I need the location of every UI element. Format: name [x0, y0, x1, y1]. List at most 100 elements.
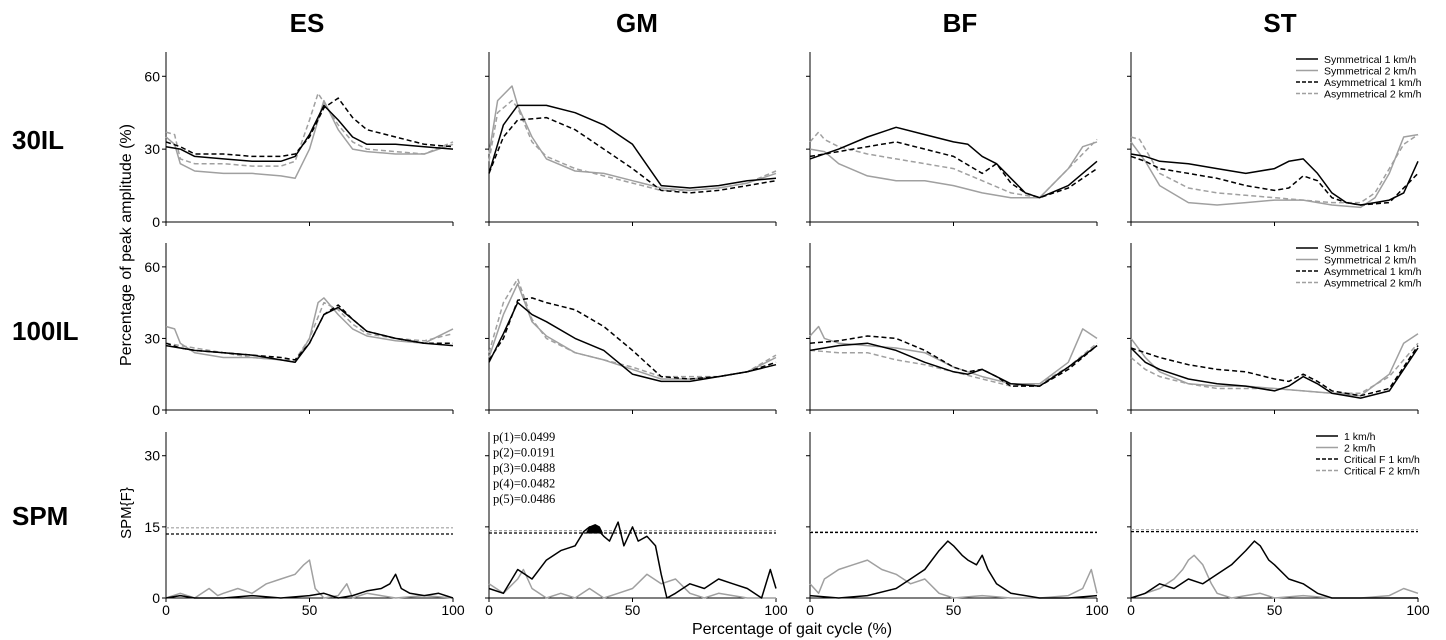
series-symmetrical-1-km-h — [488, 104, 777, 189]
panel-spm-es: 0 15 30 0 50 100 — [144, 432, 465, 618]
p-value-label: p(4)=0.0482 — [493, 477, 555, 491]
x-tick-label: 50 — [1267, 602, 1283, 618]
y-tick-label: 30 — [144, 330, 160, 346]
series-2-km-h — [488, 568, 776, 599]
series-asymmetrical-2-km-h — [165, 92, 454, 167]
panel-spm-bf: 0 50 100 — [806, 432, 1109, 618]
x-tick-label: 50 — [302, 602, 318, 618]
x-tick-label: 0 — [806, 602, 814, 618]
x-tick-label: 100 — [1406, 602, 1430, 618]
p-value-label: p(1)=0.0499 — [493, 430, 555, 444]
column-title-gm: GM — [616, 8, 658, 38]
series-asymmetrical-1-km-h — [809, 141, 1098, 199]
series-asymmetrical-1-km-h — [1130, 155, 1419, 206]
legend-label: Critical F 1 km/h — [1344, 454, 1420, 466]
legend-label: Asymmetrical 2 km/h — [1324, 89, 1422, 101]
series-asymmetrical-1-km-h — [165, 97, 454, 158]
y-tick-label: 30 — [144, 141, 160, 157]
series-symmetrical-2-km-h — [488, 85, 777, 192]
series-asymmetrical-2-km-h — [1130, 133, 1419, 204]
series-asymmetrical-1-km-h — [165, 304, 453, 361]
panel-100il-st — [1127, 243, 1419, 414]
panel-100il-bf — [806, 243, 1098, 414]
p-value-label: p(5)=0.0486 — [493, 492, 555, 506]
significant-cluster — [585, 523, 604, 534]
column-title-es: ES — [290, 8, 325, 38]
series-symmetrical-1-km-h — [165, 104, 454, 163]
series-symmetrical-1-km-h — [165, 306, 454, 364]
series-2-km-h — [809, 559, 1098, 599]
series-symmetrical-2-km-h — [1130, 333, 1419, 397]
series-asymmetrical-2-km-h — [488, 99, 777, 192]
series-symmetrical-1-km-h — [809, 342, 1098, 387]
y-tick-label: 30 — [144, 448, 160, 464]
series-asymmetrical-2-km-h — [165, 301, 454, 361]
legend-label: Symmetrical 2 km/h — [1324, 66, 1416, 78]
x-tick-label: 0 — [162, 602, 170, 618]
x-tick-label: 50 — [625, 602, 641, 618]
panel-30il-st — [1127, 52, 1419, 226]
legend-label: Symmetrical 2 km/h — [1324, 255, 1416, 267]
series-1-km-h — [809, 540, 1098, 599]
row-title-spm: SPM — [12, 501, 68, 531]
series-symmetrical-2-km-h — [809, 141, 1098, 199]
x-tick-label: 100 — [1085, 602, 1109, 618]
series-asymmetrical-1-km-h — [809, 335, 1098, 387]
column-title-bf: BF — [943, 8, 978, 38]
row-title-100il: 100IL — [12, 316, 79, 346]
legend-label: Asymmetrical 1 km/h — [1324, 266, 1422, 278]
series-asymmetrical-1-km-h — [1130, 345, 1419, 397]
series-symmetrical-2-km-h — [165, 297, 454, 364]
y-axis-label-spm: SPM{F} — [118, 487, 135, 539]
panel-100il-gm — [485, 243, 777, 414]
y-tick-label: 0 — [152, 590, 160, 606]
y-tick-label: 15 — [144, 519, 160, 535]
series-symmetrical-2-km-h — [165, 99, 454, 180]
p-value-label: p(3)=0.0488 — [493, 461, 555, 475]
series-symmetrical-1-km-h — [1130, 153, 1419, 206]
series-2-km-h — [165, 559, 454, 599]
series-symmetrical-1-km-h — [1130, 347, 1419, 399]
series-symmetrical-2-km-h — [809, 325, 1098, 385]
panel-30il-es: 0 30 60 — [144, 52, 454, 230]
x-tick-label: 100 — [764, 602, 788, 618]
x-tick-label: 100 — [441, 602, 465, 618]
x-tick-label: 0 — [485, 602, 493, 618]
series-asymmetrical-2-km-h — [488, 278, 777, 378]
legend-label: 2 km/h — [1344, 443, 1376, 455]
legend-label: 1 km/h — [1344, 431, 1376, 443]
panel-100il-es: 0 30 60 — [144, 243, 454, 418]
series-1-km-h — [165, 573, 454, 599]
p-value-label: p(2)=0.0191 — [493, 446, 555, 460]
row-title-30il: 30IL — [12, 125, 64, 155]
legend-label: Critical F 2 km/h — [1344, 466, 1420, 478]
y-tick-label: 60 — [144, 259, 160, 275]
series-asymmetrical-2-km-h — [809, 342, 1098, 387]
y-tick-label: 0 — [152, 214, 160, 230]
x-tick-label: 0 — [1127, 602, 1135, 618]
panel-spm-gm: 0 50 100 — [485, 432, 788, 618]
legend-label: Asymmetrical 1 km/h — [1324, 77, 1422, 89]
panel-spm-st: 0 50 100 — [1127, 432, 1430, 618]
legend-label: Asymmetrical 2 km/h — [1324, 278, 1422, 290]
series-1-km-h — [488, 521, 777, 599]
column-title-st: ST — [1263, 8, 1296, 38]
legend-label: Symmetrical 1 km/h — [1324, 54, 1416, 66]
series-2-km-h — [1130, 554, 1419, 599]
x-axis-label: Percentage of gait cycle (%) — [692, 621, 892, 638]
x-tick-label: 50 — [946, 602, 962, 618]
figure-titles: ES GM BF ST 30IL 100IL SPM Percentage of… — [12, 8, 1297, 638]
panel-grid: 0 30 60 0 30 60 0 15 30 0 50 100 0 50 100 0 50 100 0 50 100 S… — [144, 52, 1430, 618]
series-asymmetrical-1-km-h — [488, 116, 777, 194]
legend-label: Symmetrical 1 km/h — [1324, 243, 1416, 255]
y-tick-label: 60 — [144, 68, 160, 84]
series-asymmetrical-1-km-h — [488, 297, 777, 380]
series-symmetrical-2-km-h — [1130, 133, 1419, 209]
panel-30il-gm — [485, 52, 777, 226]
series-symmetrical-1-km-h — [809, 126, 1098, 199]
